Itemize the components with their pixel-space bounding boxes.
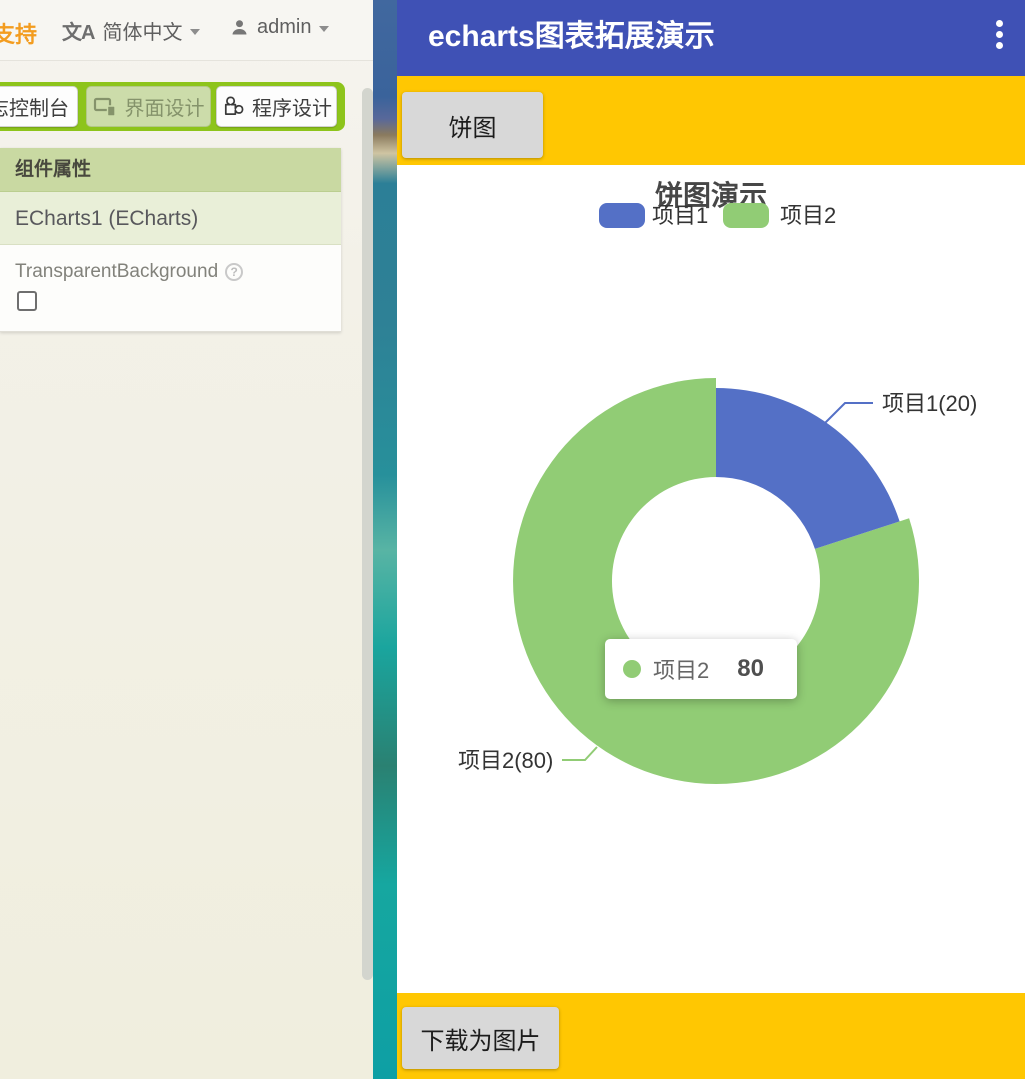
pie-slice-blue[interactable] [716,388,900,549]
property-editor: TransparentBackground ? [0,245,341,332]
tooltip-value: 80 [737,655,764,682]
desktop-wallpaper [373,0,397,1079]
language-label: 简体中文 [102,22,183,44]
tab-label: 界面设计 [124,98,205,120]
language-menu[interactable]: 文A 简体中文 [62,16,201,45]
callout-label-1: 项目1(20) [882,391,977,416]
translate-icon: 文A [62,22,95,44]
legend-label-2[interactable]: 项目2 [780,203,837,228]
component-properties-panel: 组件属性 ECharts1 (ECharts) TransparentBackg… [0,148,341,332]
caret-down-icon [319,26,330,32]
legend-marker-2[interactable] [723,203,769,228]
user-label: admin [257,16,312,38]
chart-canvas: 饼图演示 项目1 项目2 项目1(20) 项目2(80) 项目2 80 [397,165,1025,993]
callout-label-2: 项目2(80) [458,748,553,773]
caret-down-icon [190,29,201,35]
app-preview-screen: echarts图表拓展演示 饼图 饼图演示 项目1 项目2 项目1(20) 项目… [397,0,1025,1079]
tab-label: 志控制台 [0,98,69,120]
user-menu[interactable]: admin [230,16,330,39]
transparent-background-checkbox[interactable] [17,291,37,311]
help-icon[interactable]: ? [225,263,244,281]
download-image-button[interactable]: 下载为图片 [402,1007,559,1069]
properties-title: 组件属性 [0,148,341,192]
chart-tooltip: 项目2 80 [605,639,797,699]
app-bar: echarts图表拓展演示 [397,0,1025,76]
property-label: TransparentBackground [15,261,219,282]
callout-line-2 [562,746,598,761]
support-link[interactable]: 支持 [0,22,38,47]
tooltip-series-name: 项目2 [653,658,710,683]
donut-chart: 项目1(20) 项目2(80) [458,378,977,785]
property-label-row: TransparentBackground ? [15,261,244,283]
builder-header: 支持 文A 简体中文 admin [0,0,373,61]
tab-label: 程序设计 [252,98,332,120]
builder-panel: 支持 文A 简体中文 admin 志控制台 [0,0,373,1079]
legend-marker-1[interactable] [599,203,645,228]
app-title: echarts图表拓展演示 [428,20,715,53]
user-icon [232,20,247,35]
puzzle-icon [224,96,244,116]
pie-chart-button[interactable]: 饼图 [402,92,543,158]
tab-blocks-design[interactable]: 程序设计 [216,86,337,127]
designer-icon [93,97,116,117]
scrollbar-thumb[interactable] [362,88,373,980]
legend-label-1[interactable]: 项目1 [652,203,709,228]
kebab-menu-icon[interactable] [994,18,1005,51]
selected-component[interactable]: ECharts1 (ECharts) [0,192,341,245]
callout-line-1 [822,402,873,426]
tooltip-series-dot [623,660,641,678]
tab-ui-design[interactable]: 界面设计 [86,86,211,127]
tab-log-console[interactable]: 志控制台 [0,86,78,127]
